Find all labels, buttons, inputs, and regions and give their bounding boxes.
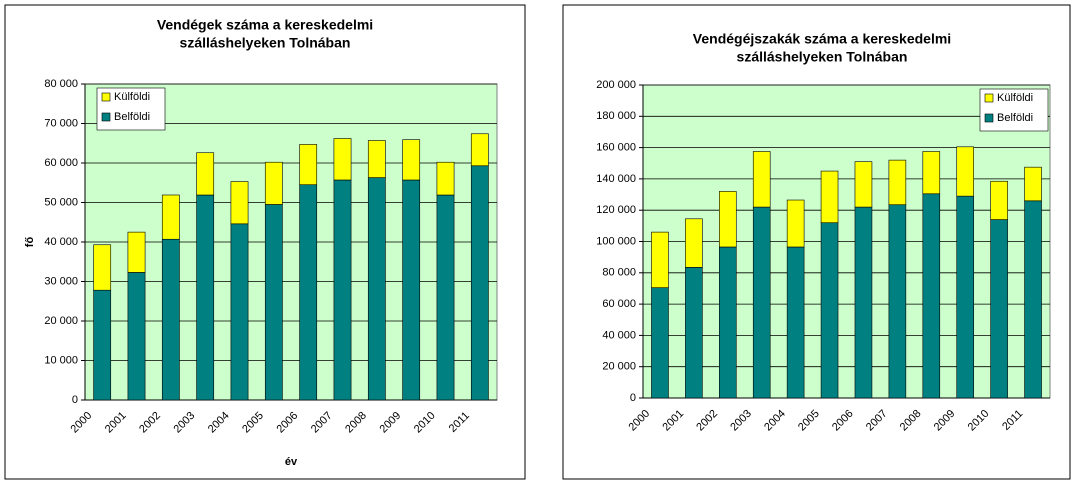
bar-segment <box>990 180 1008 220</box>
bar-segment <box>127 231 146 273</box>
y-tick-label: 200 000 <box>596 79 636 91</box>
bar-segment <box>752 151 771 208</box>
bar-segment <box>367 140 386 178</box>
bar-segment <box>1024 200 1042 399</box>
legend-swatch <box>984 113 994 123</box>
y-tick-label: 100 000 <box>596 235 636 247</box>
bar-segment <box>470 133 489 167</box>
y-tick-label: 80 000 <box>602 267 636 279</box>
bar-segment <box>230 181 249 225</box>
bar-segment <box>402 179 421 401</box>
legend-label: Külföldi <box>997 92 1033 104</box>
bar-segment <box>922 193 941 399</box>
bar-segment <box>161 238 180 401</box>
bar-segment <box>264 204 283 401</box>
bar-segment <box>470 165 489 401</box>
y-tick-label: 40 000 <box>44 236 78 248</box>
bar-segment <box>651 287 669 399</box>
y-axis-label: fő <box>24 237 36 248</box>
bar-segment <box>93 244 112 291</box>
bar-segment <box>402 139 421 181</box>
bar-segment <box>888 159 907 206</box>
bar-segment <box>752 206 771 399</box>
legend-label: Belföldi <box>114 111 150 123</box>
bar-segment <box>956 146 974 197</box>
legend-label: Külföldi <box>114 91 150 103</box>
y-tick-label: 60 000 <box>602 298 636 310</box>
chart-title: Vendégek száma a kereskedelmi <box>157 17 373 33</box>
bar-segment <box>786 199 805 248</box>
bar-segment <box>196 194 215 401</box>
bar-segment <box>685 267 703 399</box>
bar-segment <box>367 177 386 401</box>
legend-swatch <box>101 112 111 122</box>
bar-segment <box>820 222 839 399</box>
y-tick-label: 140 000 <box>596 173 636 185</box>
x-axis-label: év <box>285 456 298 468</box>
bar-segment <box>854 206 873 399</box>
y-tick-label: 50 000 <box>44 196 78 208</box>
bar-segment <box>820 170 839 224</box>
bar-segment <box>436 194 455 401</box>
bar-segment <box>719 246 737 399</box>
legend-swatch <box>984 93 994 103</box>
bar-segment <box>264 161 283 205</box>
y-tick-label: 30 000 <box>44 275 78 287</box>
legend-label: Belföldi <box>997 112 1033 124</box>
y-tick-label: 60 000 <box>44 157 78 169</box>
bar-segment <box>922 151 941 195</box>
bar-segment <box>436 161 455 196</box>
y-tick-label: 0 <box>630 392 636 404</box>
bar-segment <box>719 191 737 248</box>
bar-segment <box>333 179 352 401</box>
legend-swatch <box>101 92 111 102</box>
y-tick-label: 160 000 <box>596 142 636 154</box>
bar-segment <box>888 204 907 399</box>
bar-segment <box>161 194 180 240</box>
bar-segment <box>1024 166 1042 202</box>
bar-segment <box>854 161 873 208</box>
chart-title: Vendégéjszakák száma a kereskedelmi <box>693 31 951 47</box>
y-tick-label: 40 000 <box>602 329 636 341</box>
bar-segment <box>786 246 805 399</box>
chart-title: szálláshelyeken Tolnában <box>180 35 351 51</box>
y-tick-label: 180 000 <box>596 110 636 122</box>
chart-title: szálláshelyeken Tolnában <box>737 49 908 65</box>
bar-segment <box>93 289 112 401</box>
bar-segment <box>685 218 703 268</box>
y-tick-label: 0 <box>72 394 78 406</box>
y-tick-label: 20 000 <box>602 361 636 373</box>
bar-segment <box>127 272 146 401</box>
y-tick-label: 70 000 <box>44 117 78 129</box>
y-tick-label: 120 000 <box>596 204 636 216</box>
y-tick-label: 80 000 <box>44 78 78 90</box>
bar-segment <box>299 184 318 401</box>
bar-segment <box>299 144 318 186</box>
bar-segment <box>651 231 669 288</box>
bar-segment <box>230 223 249 401</box>
y-tick-label: 20 000 <box>44 315 78 327</box>
bar-segment <box>196 152 215 196</box>
bar-segment <box>990 219 1008 399</box>
y-tick-label: 10 000 <box>44 354 78 366</box>
bar-segment <box>333 138 352 181</box>
bar-segment <box>956 195 974 399</box>
